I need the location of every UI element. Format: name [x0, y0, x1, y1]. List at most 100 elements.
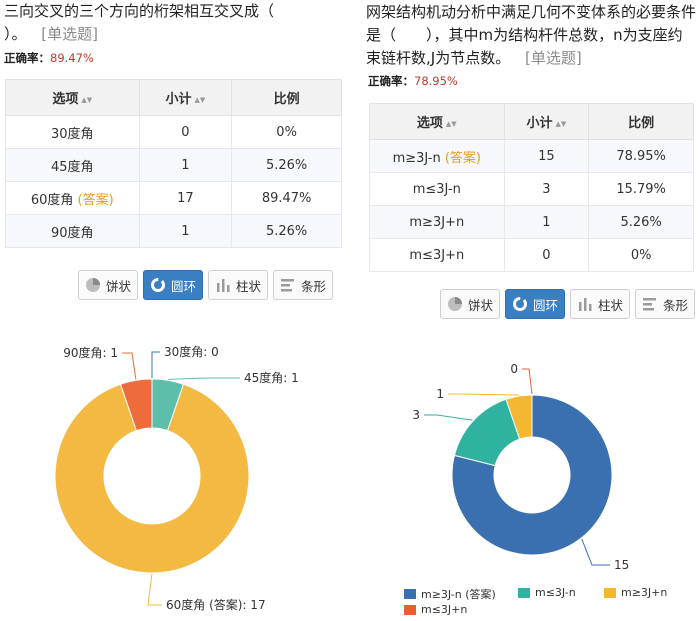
ratio-cell: 15.79% [588, 172, 694, 206]
accuracy: 正确率：89.47% [4, 50, 348, 66]
legend-swatch [518, 587, 530, 598]
slice-label: 1 [436, 387, 444, 401]
stats-table: 选项 ▲▼ 小计 ▲▼ 比例 m≥3J-n (答案) 15 78.95% m≤3J-… [369, 103, 694, 272]
legend-label: m≤3J-n [535, 586, 576, 599]
bar-chart-icon [578, 298, 592, 311]
pie-button[interactable]: 饼状 [78, 270, 138, 300]
ratio-cell: 0% [588, 238, 694, 272]
header-ratio: 比例 [588, 103, 694, 140]
ratio-cell: 5.26% [231, 148, 342, 182]
question-line-3: 束链杆数,J为节点数。 [366, 49, 511, 67]
legend-swatch [604, 587, 616, 598]
option-label: m≤3J-n [412, 181, 461, 197]
option-label: m≥3J+n [409, 214, 465, 230]
bar-chart-icon [216, 279, 230, 292]
legend-item[interactable]: m≤3J-n [518, 586, 576, 599]
slice-label: 0 [510, 362, 518, 376]
count-cell: 0 [503, 238, 590, 272]
pie-icon [85, 278, 100, 292]
count-cell: 3 [503, 172, 590, 206]
question-line-2: 是（ ），其中m为结构杆件总数，n为支座约 [366, 26, 683, 44]
legend-label: m≥3J-n (答案) [421, 588, 496, 601]
table-row: m≤3J-n 3 15.79% [369, 172, 694, 206]
header-option[interactable]: 选项 ▲▼ [5, 79, 140, 116]
count-cell: 1 [503, 205, 590, 239]
table-row: 90度角 1 5.26% [5, 214, 342, 248]
donut-button[interactable]: 圆环 [505, 289, 565, 319]
accuracy: 正确率：78.95% [368, 73, 700, 89]
donut-slice[interactable] [505, 394, 533, 440]
legend-item[interactable]: m≥3J-n (答案) [404, 586, 496, 602]
option-label: 90度角 [50, 225, 94, 241]
donut-slice[interactable] [119, 378, 153, 432]
legend-swatch [404, 604, 416, 615]
donut-chart: 15 3 1 0 [412, 362, 629, 572]
count-cell: 17 [138, 181, 233, 215]
option-label: m≤3J+n [409, 247, 465, 263]
leader-line [522, 368, 533, 395]
header-ratio: 比例 [231, 79, 342, 116]
leader-line [147, 573, 162, 606]
ratio-cell: 0% [231, 115, 342, 149]
table-row: m≥3J+n 1 5.26% [369, 205, 694, 239]
question-text: 三向交叉的三个方向的桁架相互交叉成（ ）。 [单选题] [4, 0, 348, 46]
legend-label: m≤3J+n [421, 603, 468, 616]
bar-button[interactable]: 柱状 [208, 270, 268, 300]
bar-button[interactable]: 柱状 [570, 289, 630, 319]
slice-label: 90度角: 1 [63, 345, 118, 360]
sort-icon: ▲▼ [81, 95, 93, 104]
ratio-cell: 5.26% [231, 214, 342, 248]
question-panel-right: 网架结构机动分析中满足几何不变体系的必要条件 是（ ），其中m为结构杆件总数，n… [352, 0, 700, 616]
table-row: 60度角 (答案) 17 89.47% [5, 181, 342, 215]
count-cell: 0 [138, 115, 233, 149]
sort-icon: ▲▼ [445, 119, 457, 128]
question-type: [单选题] [41, 25, 99, 43]
table-row: m≤3J+n 0 0% [369, 238, 694, 272]
accuracy-label: 正确率： [4, 51, 50, 65]
leader-line [122, 352, 137, 380]
accuracy-label: 正确率： [368, 74, 414, 88]
option-label: 45度角 [50, 159, 94, 175]
question-panel-left: 三向交叉的三个方向的桁架相互交叉成（ ）。 [单选题] 正确率：89.47% 选… [0, 0, 348, 612]
stats-table: 选项 ▲▼ 小计 ▲▼ 比例 30度角 0 0% 45度角 1 5.26% 60度角… [5, 79, 342, 248]
header-option[interactable]: 选项 ▲▼ [369, 103, 505, 140]
option-label: 30度角 [50, 126, 94, 142]
hbar-chart-icon [642, 298, 656, 311]
leader-line [168, 377, 240, 380]
header-count[interactable]: 小计 ▲▼ [503, 103, 590, 140]
legend-swatch [404, 589, 416, 599]
slice-label: 3 [412, 408, 420, 422]
table-row: m≥3J-n (答案) 15 78.95% [369, 139, 694, 173]
leader-line [424, 414, 473, 421]
question-line-1: 三向交叉的三个方向的桁架相互交叉成（ [4, 2, 275, 20]
slice-label: 45度角: 1 [244, 370, 299, 385]
count-cell: 15 [503, 139, 590, 173]
donut-icon [512, 297, 527, 311]
option-label: m≥3J-n [392, 150, 441, 166]
hbar-button[interactable]: 条形 [273, 270, 333, 300]
pie-icon [447, 297, 462, 311]
donut-slice[interactable] [451, 394, 613, 556]
donut-icon [150, 278, 165, 292]
donut-button[interactable]: 圆环 [143, 270, 203, 300]
chart-legend: m≥3J-n (答案) m≤3J-n m≥3J+n m≤3J+n [404, 586, 700, 621]
chart-type-toggle: 饼状 圆环 柱状 条形 [440, 289, 695, 319]
donut-slice[interactable] [54, 383, 250, 574]
leader-line [151, 351, 160, 378]
legend-item[interactable]: m≤3J+n [404, 603, 467, 616]
ratio-cell: 5.26% [588, 205, 694, 239]
hbar-button[interactable]: 条形 [635, 289, 695, 319]
legend-item[interactable]: m≥3J+n [604, 586, 667, 599]
pie-button[interactable]: 饼状 [440, 289, 500, 319]
slice-label: 30度角: 0 [164, 344, 219, 359]
accuracy-value: 78.95% [414, 74, 458, 88]
ratio-cell: 89.47% [231, 181, 342, 215]
sort-icon: ▲▼ [194, 95, 206, 104]
table-row: 30度角 0 0% [5, 115, 342, 149]
header-count[interactable]: 小计 ▲▼ [138, 79, 233, 116]
hbar-chart-icon [280, 279, 294, 292]
accuracy-value: 89.47% [50, 51, 94, 65]
count-cell: 1 [138, 148, 233, 182]
chart-type-toggle: 饼状 圆环 柱状 条形 [78, 270, 333, 300]
slice-label: 15 [614, 558, 629, 572]
